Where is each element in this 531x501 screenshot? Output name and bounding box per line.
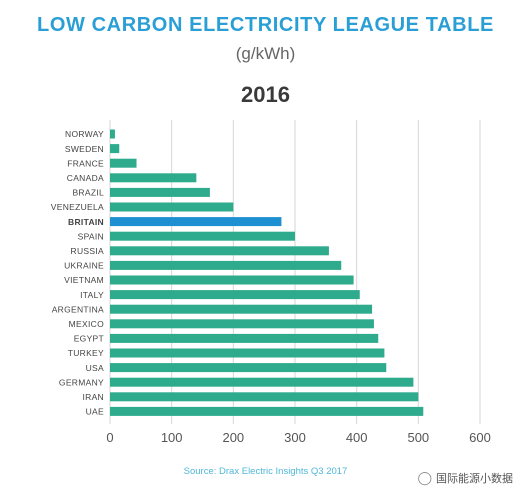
bar-mexico <box>110 319 374 329</box>
wechat-icon: ◯ <box>417 470 432 486</box>
bar-germany <box>110 377 414 387</box>
category-label: UAE <box>86 407 104 417</box>
x-tick-label: 500 <box>407 430 429 445</box>
bar-ukraine <box>110 260 342 270</box>
watermark-text: 国际能源小数据 <box>436 472 513 485</box>
category-label: BRAZIL <box>72 188 104 198</box>
chart-title: LOW CARBON ELECTRICITY LEAGUE TABLE <box>37 14 494 36</box>
bar-sweden <box>110 144 120 154</box>
category-label: ARGENTINA <box>52 304 104 314</box>
bar-argentina <box>110 304 373 314</box>
category-label: TURKEY <box>68 348 104 358</box>
category-label: SPAIN <box>78 231 104 241</box>
bar-italy <box>110 290 360 300</box>
category-label: VENEZUELA <box>51 202 104 212</box>
x-tick-label: 200 <box>222 430 244 445</box>
category-label: SWEDEN <box>65 144 104 154</box>
category-label: MEXICO <box>69 319 104 329</box>
category-label: EGYPT <box>74 334 104 344</box>
chart-unit: (g/kWh) <box>235 44 296 63</box>
category-label: CANADA <box>67 173 104 183</box>
category-label: RUSSIA <box>71 246 104 256</box>
x-tick-label: 100 <box>161 430 183 445</box>
bar-spain <box>110 231 295 241</box>
category-label: BRITAIN <box>68 217 104 227</box>
bar-france <box>110 158 137 168</box>
category-label: USA <box>86 363 104 373</box>
x-tick-label: 400 <box>346 430 368 445</box>
bar-uae <box>110 406 424 416</box>
bar-russia <box>110 246 329 256</box>
category-label: NORWAY <box>65 129 104 139</box>
x-tick-label: 0 <box>106 430 113 445</box>
bar-turkey <box>110 348 385 358</box>
category-label: UKRAINE <box>64 261 104 271</box>
bar-iran <box>110 392 419 402</box>
source-note: Source: Drax Electric Insights Q3 2017 <box>183 466 348 477</box>
category-label: GERMANY <box>59 377 104 387</box>
chart-year: 2016 <box>241 82 290 107</box>
bar-canada <box>110 173 197 183</box>
bar-egypt <box>110 333 379 343</box>
bar-brazil <box>110 187 210 197</box>
category-label: ITALY <box>80 290 104 300</box>
bar-usa <box>110 363 387 373</box>
x-tick-label: 600 <box>469 430 491 445</box>
category-label: VIETNAM <box>64 275 104 285</box>
x-tick-label: 300 <box>284 430 306 445</box>
watermark: ◯ 国际能源小数据 <box>417 470 513 486</box>
bar-britain <box>110 217 282 227</box>
bar-venezuela <box>110 202 234 212</box>
bar-norway <box>110 129 115 139</box>
category-label: FRANCE <box>67 158 104 168</box>
category-label: IRAN <box>82 392 104 402</box>
bar-vietnam <box>110 275 354 285</box>
